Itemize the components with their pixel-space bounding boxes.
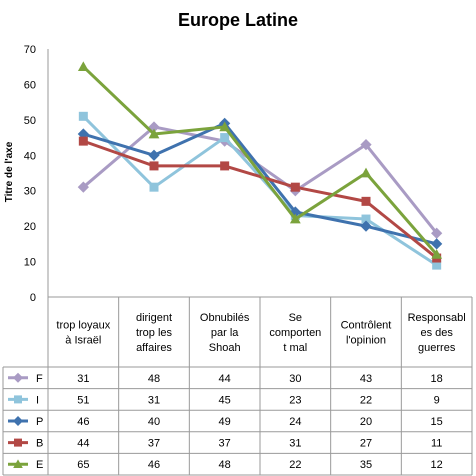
data-point [431, 249, 443, 259]
data-table-rows: F 31 48 44 30 43 18 I 51 31 45 23 22 9 P 46 40 49 24 20 15 B 4… [8, 372, 443, 471]
table-cell-value: 22 [289, 459, 301, 471]
table-cell-value: 51 [77, 394, 89, 406]
table-cell-value: 37 [219, 438, 231, 450]
data-point [360, 220, 372, 232]
series-line [82, 65, 438, 256]
category-label: Contrôlent l'opinion [341, 320, 392, 347]
series-line [82, 115, 438, 267]
legend-name: E [36, 459, 43, 471]
series-F [77, 121, 443, 239]
table-cell-value: 65 [77, 459, 89, 471]
table-cell-value: 44 [219, 373, 231, 385]
y-axis-label: Titre de l'axe [4, 141, 15, 202]
table-cell-value: 24 [289, 416, 301, 428]
series-B [78, 136, 442, 263]
table-row: F 31 48 44 30 43 18 [8, 372, 443, 385]
category-label: dirigent trop les affaires [136, 312, 173, 354]
data-point [220, 133, 230, 143]
series-lines [77, 61, 443, 270]
y-tick-label: 20 [24, 221, 36, 233]
legend-name: P [36, 416, 43, 428]
table-cell-value: 9 [434, 394, 440, 406]
data-point [361, 196, 371, 206]
series-line [82, 121, 438, 246]
data-point [78, 136, 88, 146]
data-point [431, 227, 443, 239]
data-point [148, 128, 160, 139]
category-label: Se comporten t mal [269, 312, 321, 354]
data-point [432, 260, 442, 270]
y-tick-label: 60 [24, 79, 36, 91]
y-tick-label: 30 [24, 186, 36, 198]
table-cell-value: 46 [77, 416, 89, 428]
table-cell-value: 27 [360, 438, 372, 450]
y-axis-ticks: 0 10 20 30 40 50 60 70 [24, 44, 36, 304]
legend-name: B [36, 438, 43, 450]
y-tick-label: 70 [24, 44, 36, 56]
legend-marker [14, 438, 22, 447]
table-cell-value: 44 [77, 438, 89, 450]
category-label: trop loyaux à Israël [56, 320, 110, 347]
chart-title: Europe Latine [178, 10, 298, 30]
table-cell-value: 31 [148, 394, 160, 406]
series-E [77, 61, 443, 259]
data-point [148, 149, 160, 161]
table-cell-value: 35 [360, 459, 372, 471]
table-cell-value: 40 [148, 416, 160, 428]
data-point [360, 139, 372, 151]
data-point [290, 182, 300, 192]
table-cell-value: 12 [431, 459, 443, 471]
table-cell-value: 37 [148, 438, 160, 450]
table-cell-value: 30 [289, 373, 301, 385]
series-I [78, 111, 442, 270]
table-cell-value: 15 [431, 416, 443, 428]
legend-marker [14, 395, 22, 404]
table-row: B 44 37 37 31 27 11 [8, 438, 442, 450]
category-labels: trop loyaux à Israël dirigent trop les affai… [56, 312, 465, 354]
table-cell-value: 18 [431, 373, 443, 385]
data-point [77, 181, 89, 193]
data-point [289, 213, 301, 224]
category-label: Obnubilés par la Shoah [200, 312, 250, 354]
data-point [149, 182, 159, 192]
y-tick-label: 40 [24, 150, 36, 162]
table-cell-value: 11 [431, 438, 442, 450]
data-point [360, 167, 372, 178]
table-cell-value: 45 [219, 394, 231, 406]
table-row: E 65 46 48 22 35 12 [8, 459, 443, 471]
table-cell-value: 20 [360, 416, 372, 428]
data-point [361, 214, 371, 224]
table-row: I 51 31 45 23 22 9 [8, 394, 440, 406]
series-P [77, 117, 443, 250]
legend-marker [13, 372, 23, 383]
data-point [220, 161, 230, 171]
legend-name: F [36, 373, 43, 385]
table-cell-value: 48 [148, 373, 160, 385]
data-point [431, 238, 443, 250]
legend-marker [13, 416, 23, 426]
legend-marker [13, 459, 23, 469]
table-cell-value: 48 [219, 459, 231, 471]
data-point [149, 161, 159, 171]
table-cell-value: 23 [289, 394, 301, 406]
table-cell-value: 31 [77, 373, 89, 385]
table-cell-value: 46 [148, 459, 160, 471]
data-point [219, 121, 231, 132]
y-tick-label: 10 [24, 257, 36, 269]
table-cell-value: 31 [289, 438, 301, 450]
table-row: P 46 40 49 24 20 15 [8, 416, 443, 428]
table-cell-value: 43 [360, 373, 372, 385]
y-tick-label: 50 [24, 115, 36, 127]
legend-name: I [36, 394, 39, 406]
data-point [78, 111, 88, 121]
data-point [77, 61, 89, 72]
category-label: Responsabl es des guerres [408, 312, 466, 354]
series-line [82, 139, 438, 260]
table-cell-value: 22 [360, 394, 372, 406]
y-tick-label: 0 [30, 292, 36, 304]
data-table-grid [2, 49, 473, 476]
table-cell-value: 49 [219, 416, 231, 428]
